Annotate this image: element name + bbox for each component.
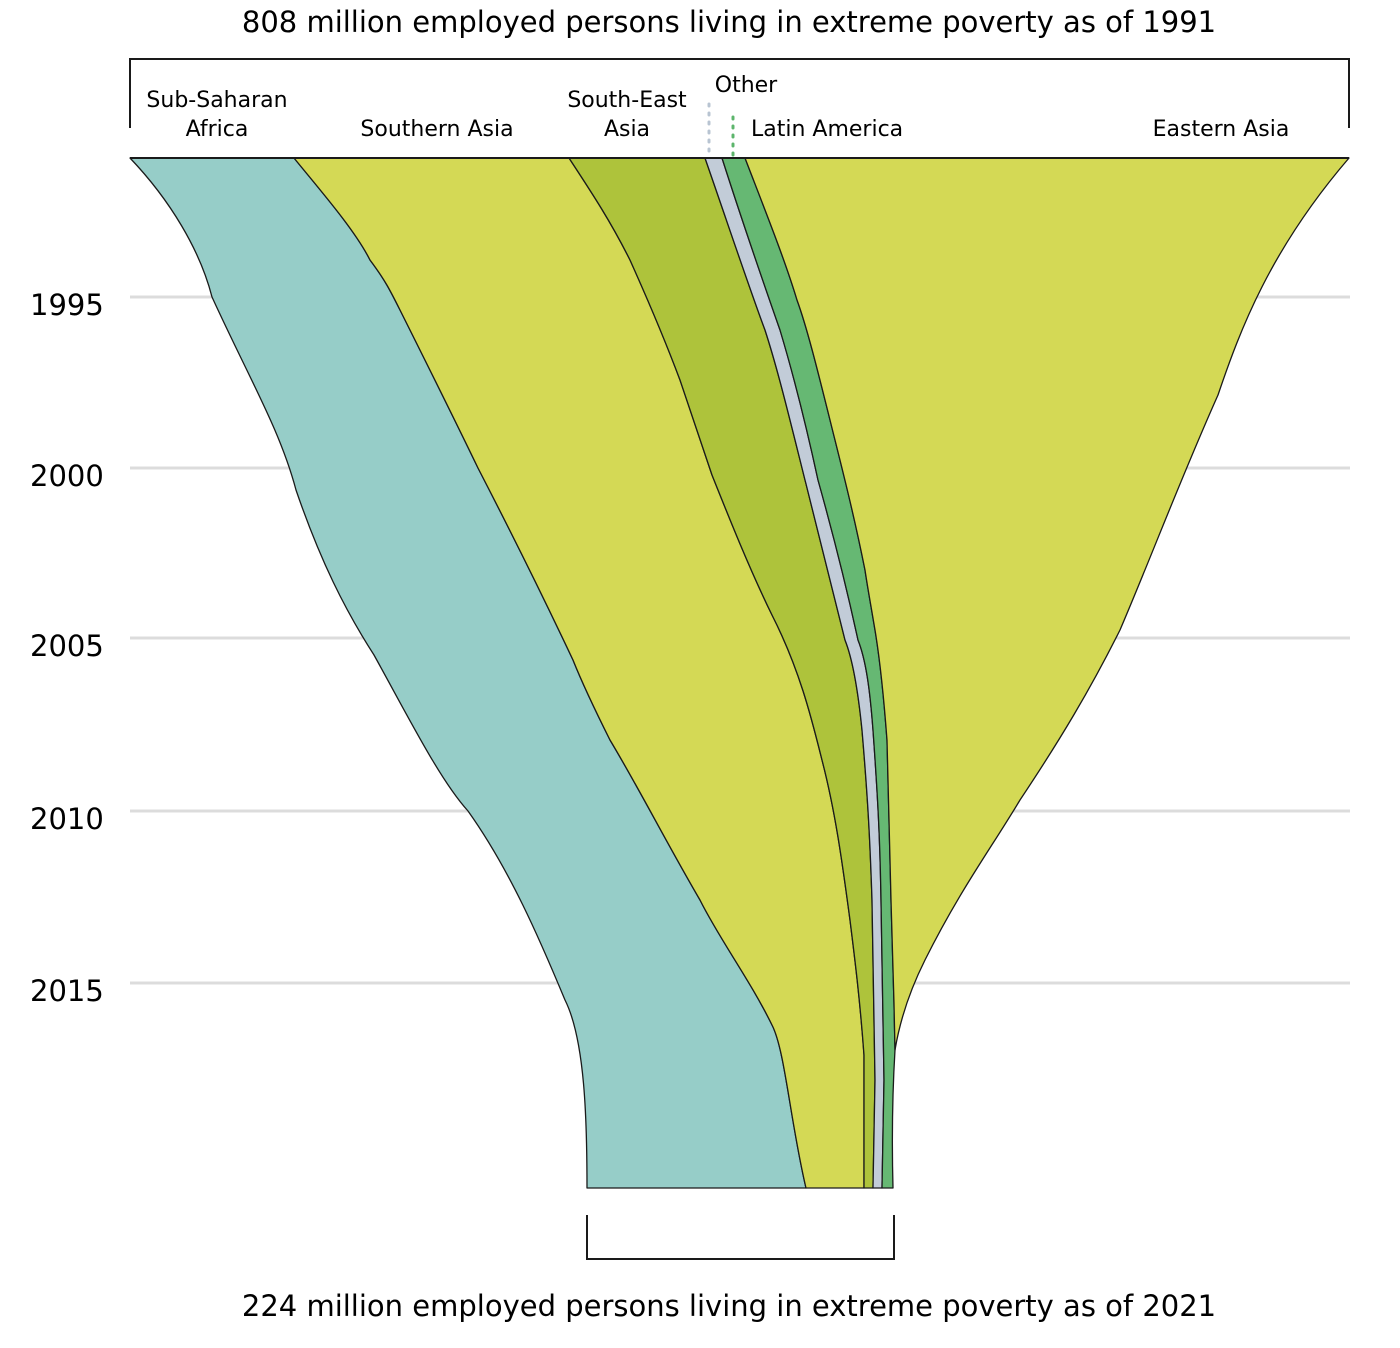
bottom-bracket	[586, 1215, 895, 1260]
label-other: Other	[715, 73, 778, 98]
tick-1995: 1995	[30, 288, 104, 322]
year-axis: 1995 2000 2005 2010 2015	[30, 288, 104, 1008]
tick-2000: 2000	[30, 459, 104, 493]
stream-eastern-asia	[744, 157, 1350, 1051]
tick-2015: 2015	[30, 974, 104, 1008]
label-ssa-line1: Sub-Saharan	[146, 88, 287, 113]
tick-2010: 2010	[30, 802, 104, 836]
label-sea-line2: Asia	[604, 117, 650, 142]
label-southern-asia: Southern Asia	[360, 117, 513, 142]
top-bracket	[129, 58, 1350, 128]
label-latin-america: Latin America	[751, 117, 903, 142]
bottom-title: 224 million employed persons living in e…	[242, 1289, 1216, 1323]
label-eastern-asia: Eastern Asia	[1153, 117, 1290, 142]
tick-2005: 2005	[30, 629, 104, 663]
label-sea-line1: South-East	[567, 88, 687, 113]
label-ssa-line2: Africa	[186, 117, 249, 142]
top-title: 808 million employed persons living in e…	[242, 5, 1216, 39]
